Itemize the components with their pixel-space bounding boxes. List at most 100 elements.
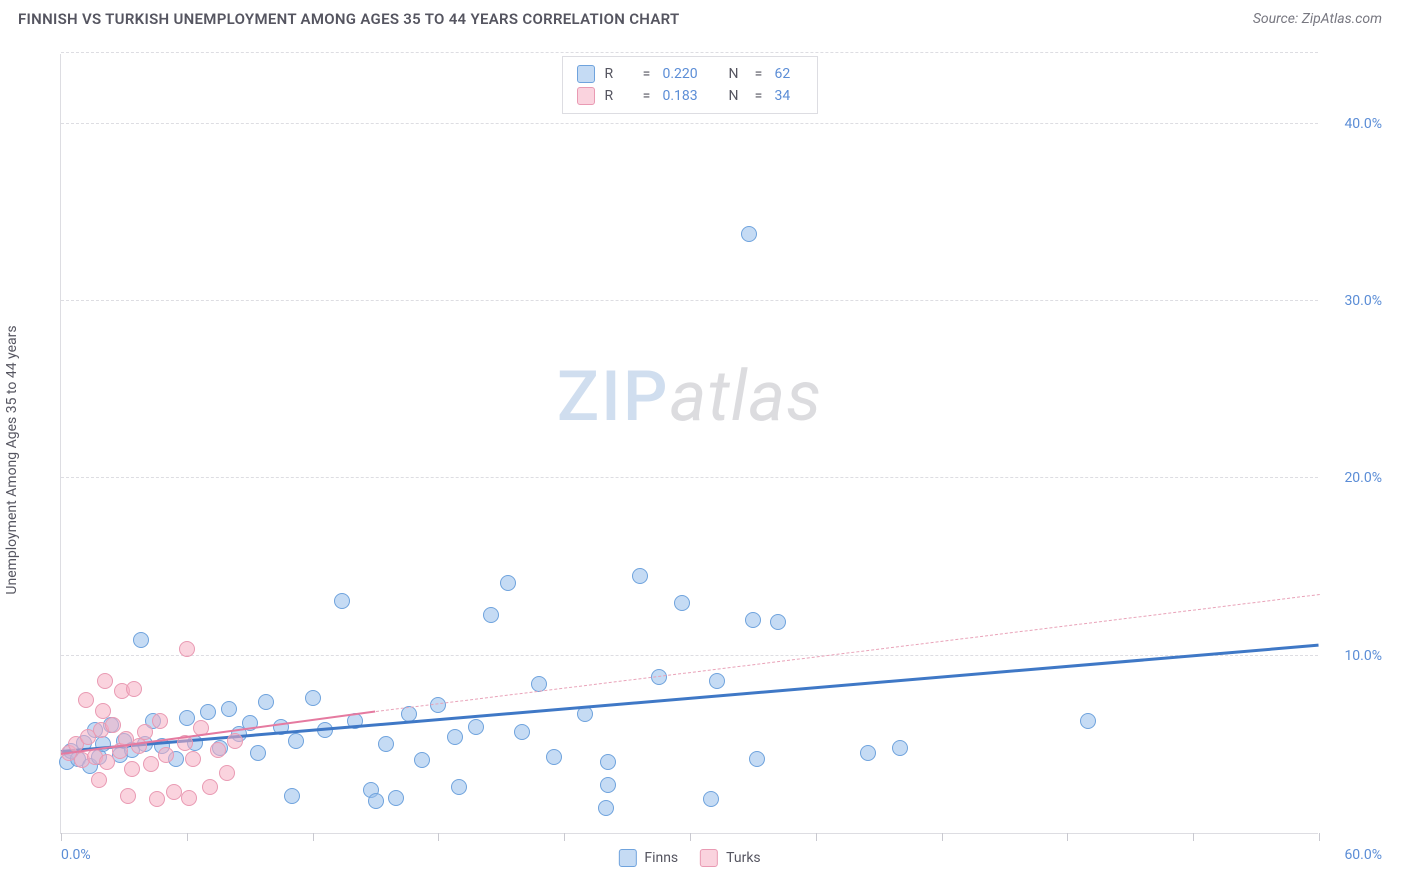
data-point xyxy=(120,788,136,804)
data-point xyxy=(87,722,103,738)
x-tick xyxy=(690,833,691,841)
data-point xyxy=(860,745,876,761)
data-point xyxy=(212,740,228,756)
legend-row: R = 0.220 N = 62 xyxy=(577,63,803,85)
data-point xyxy=(179,710,195,726)
data-point xyxy=(378,736,394,752)
data-point xyxy=(137,724,153,740)
data-point xyxy=(258,694,274,710)
correlation-legend: R=0.220N=62R=0.183N=34 xyxy=(562,56,818,114)
data-point xyxy=(95,703,111,719)
data-point xyxy=(632,568,648,584)
r-label: R xyxy=(605,88,631,104)
x-tick xyxy=(187,833,188,841)
data-point xyxy=(74,752,90,768)
data-point xyxy=(105,717,121,733)
data-point xyxy=(99,754,115,770)
data-point xyxy=(388,790,404,806)
n-label: N xyxy=(729,66,743,82)
data-point xyxy=(82,758,98,774)
legend-label: Finns xyxy=(644,850,678,866)
watermark: ZIPatlas xyxy=(557,356,822,438)
data-point xyxy=(447,729,463,745)
gridline xyxy=(61,123,1318,124)
series-legend: Finns Turks xyxy=(618,849,760,867)
data-point xyxy=(363,782,379,798)
gridline xyxy=(61,52,1318,53)
data-point xyxy=(250,745,266,761)
legend-swatch xyxy=(577,65,595,83)
data-point xyxy=(1080,713,1096,729)
data-point xyxy=(145,713,161,729)
y-axis-label: Unemployment Among Ages 35 to 44 years xyxy=(4,325,20,594)
x-tick xyxy=(438,833,439,841)
x-tick xyxy=(942,833,943,841)
data-point xyxy=(221,701,237,717)
y-tick-label: 40.0% xyxy=(1344,116,1382,132)
data-point xyxy=(288,733,304,749)
r-value: 0.183 xyxy=(663,88,711,104)
y-tick-label: 30.0% xyxy=(1344,293,1382,309)
equals-sign: = xyxy=(753,88,765,104)
data-point xyxy=(284,788,300,804)
data-point xyxy=(430,697,446,713)
data-point xyxy=(745,612,761,628)
data-point xyxy=(741,226,757,242)
data-point xyxy=(703,791,719,807)
data-point xyxy=(166,784,182,800)
data-point xyxy=(334,593,350,609)
x-tick-label: 0.0% xyxy=(61,847,91,863)
x-tick xyxy=(61,833,62,841)
data-point xyxy=(200,704,216,720)
data-point xyxy=(124,761,140,777)
n-value: 62 xyxy=(775,66,803,82)
data-point xyxy=(451,779,467,795)
data-point xyxy=(210,742,226,758)
x-tick xyxy=(564,833,565,841)
data-point xyxy=(749,751,765,767)
data-point xyxy=(483,607,499,623)
data-point xyxy=(546,749,562,765)
x-tick xyxy=(816,833,817,841)
x-tick xyxy=(1319,833,1320,841)
r-label: R xyxy=(605,66,631,82)
data-point xyxy=(168,751,184,767)
source-label: Source: ZipAtlas.com xyxy=(1253,11,1382,27)
data-point xyxy=(126,681,142,697)
legend-label: Turks xyxy=(726,850,761,866)
data-point xyxy=(78,692,94,708)
legend-swatch xyxy=(618,849,636,867)
data-point xyxy=(149,791,165,807)
gridline xyxy=(61,477,1318,478)
legend-item: Turks xyxy=(700,849,761,867)
data-point xyxy=(600,754,616,770)
y-tick-label: 20.0% xyxy=(1344,470,1382,486)
legend-swatch xyxy=(577,87,595,105)
equals-sign: = xyxy=(753,66,765,82)
legend-row: R=0.183N=34 xyxy=(577,85,803,107)
data-point xyxy=(59,754,75,770)
data-point xyxy=(103,717,119,733)
data-point xyxy=(93,722,109,738)
n-label: N xyxy=(729,88,743,104)
equals-sign: = xyxy=(641,66,653,82)
data-point xyxy=(414,752,430,768)
legend-swatch xyxy=(700,849,718,867)
data-point xyxy=(674,595,690,611)
trend-line xyxy=(375,594,1319,712)
data-point xyxy=(181,790,197,806)
chart-title: FINNISH VS TURKISH UNEMPLOYMENT AMONG AG… xyxy=(18,10,680,28)
data-point xyxy=(709,673,725,689)
trend-line xyxy=(61,644,1319,753)
chart-container: Unemployment Among Ages 35 to 44 years Z… xyxy=(18,46,1388,874)
gridline xyxy=(61,655,1318,656)
r-value: 0.220 xyxy=(663,66,711,82)
x-tick-label: 60.0% xyxy=(1344,847,1382,863)
watermark-zip: ZIP xyxy=(557,356,670,438)
data-point xyxy=(80,729,96,745)
data-point xyxy=(97,673,113,689)
data-point xyxy=(91,749,107,765)
data-point xyxy=(468,719,484,735)
y-tick-label: 10.0% xyxy=(1344,648,1382,664)
x-tick xyxy=(313,833,314,841)
